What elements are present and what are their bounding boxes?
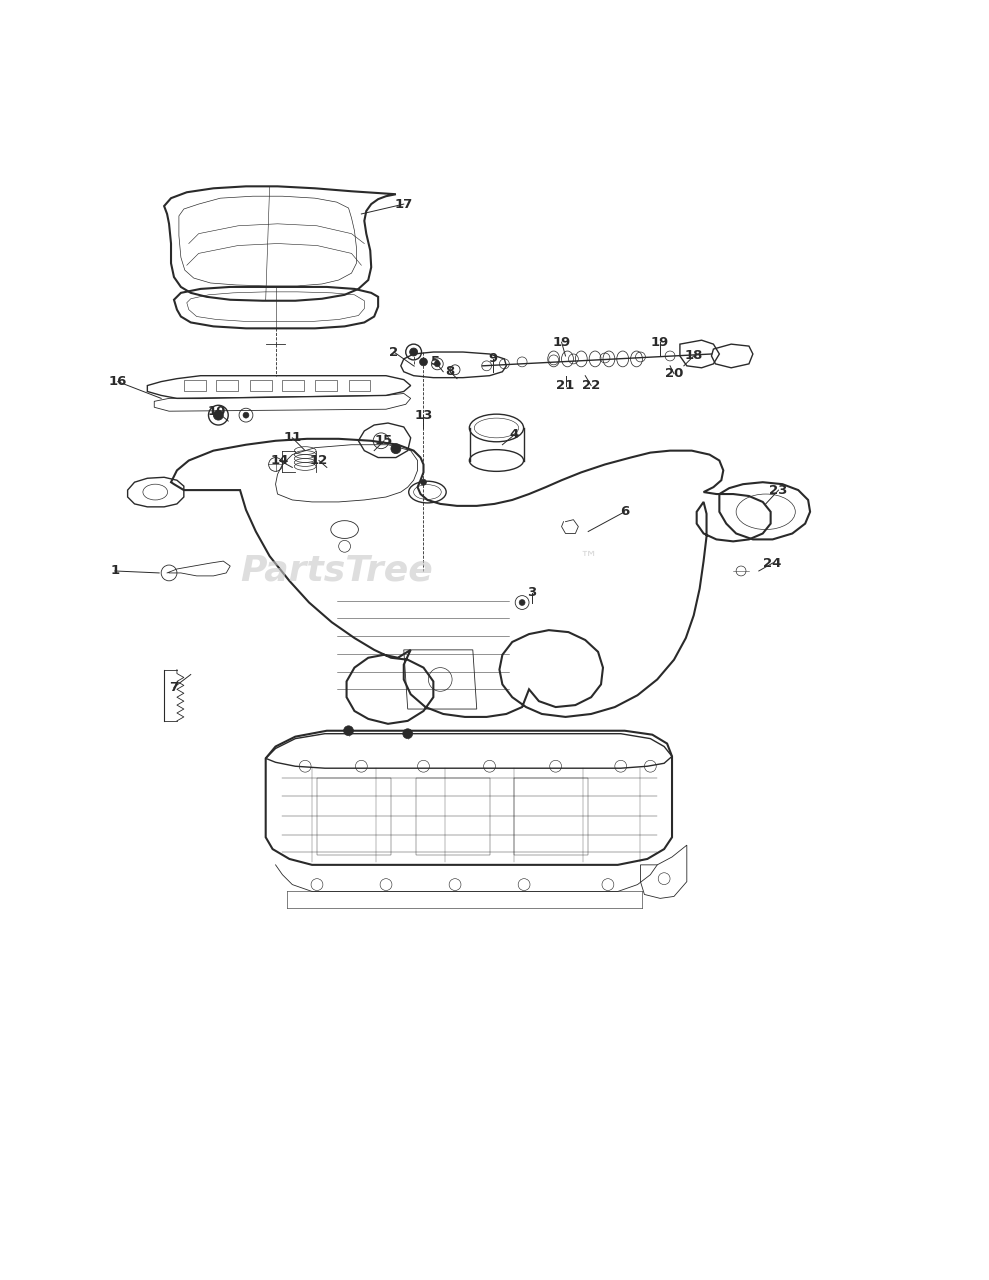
Text: ™: ™ bbox=[580, 550, 597, 568]
Text: 24: 24 bbox=[764, 557, 781, 570]
Text: 10: 10 bbox=[208, 404, 225, 417]
Text: 18: 18 bbox=[684, 349, 703, 362]
Text: 16: 16 bbox=[109, 375, 127, 388]
Text: 19: 19 bbox=[553, 335, 571, 348]
Text: 5: 5 bbox=[431, 356, 440, 369]
Text: 9: 9 bbox=[488, 352, 497, 365]
Text: 22: 22 bbox=[582, 379, 600, 392]
Text: 13: 13 bbox=[414, 408, 432, 421]
Text: 11: 11 bbox=[283, 431, 302, 444]
Text: 20: 20 bbox=[665, 367, 683, 380]
Circle shape bbox=[214, 410, 224, 420]
Circle shape bbox=[420, 479, 426, 485]
Text: 7: 7 bbox=[169, 681, 179, 694]
Text: 4: 4 bbox=[509, 429, 519, 442]
Circle shape bbox=[409, 348, 417, 356]
Text: 23: 23 bbox=[769, 484, 787, 497]
Text: 6: 6 bbox=[620, 506, 629, 518]
Text: 2: 2 bbox=[390, 346, 399, 358]
Text: 17: 17 bbox=[395, 197, 412, 211]
Text: 8: 8 bbox=[445, 365, 455, 379]
Circle shape bbox=[519, 599, 525, 605]
Text: 15: 15 bbox=[375, 434, 394, 447]
Text: 1: 1 bbox=[110, 564, 120, 577]
Text: PartsTrее: PartsTrее bbox=[240, 554, 433, 588]
Text: 12: 12 bbox=[310, 454, 328, 467]
Text: 19: 19 bbox=[651, 335, 670, 348]
Circle shape bbox=[434, 361, 440, 367]
Circle shape bbox=[343, 726, 353, 736]
Text: 21: 21 bbox=[557, 379, 575, 392]
Circle shape bbox=[403, 728, 412, 739]
Circle shape bbox=[391, 444, 401, 453]
Circle shape bbox=[419, 358, 427, 366]
Text: 3: 3 bbox=[527, 586, 537, 599]
Text: 14: 14 bbox=[270, 454, 289, 467]
Circle shape bbox=[243, 412, 249, 419]
